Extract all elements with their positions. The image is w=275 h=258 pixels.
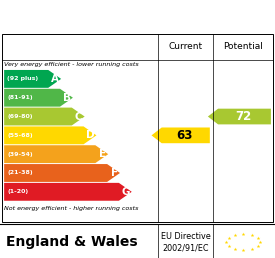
Polygon shape [208,109,271,124]
Text: B: B [63,93,71,103]
Text: 72: 72 [235,110,252,123]
Polygon shape [4,70,61,88]
Text: (92 plus): (92 plus) [7,76,39,81]
Text: (21-38): (21-38) [7,171,33,175]
Text: E: E [99,149,106,159]
Text: 63: 63 [177,129,193,142]
Text: (55-68): (55-68) [7,133,33,138]
Text: A: A [51,74,59,84]
Text: (1-20): (1-20) [7,189,29,194]
Text: (69-80): (69-80) [7,114,33,119]
Text: Not energy efficient - higher running costs: Not energy efficient - higher running co… [4,206,139,211]
Text: Very energy efficient - lower running costs: Very energy efficient - lower running co… [4,62,139,67]
Text: Current: Current [169,42,203,51]
Text: (39-54): (39-54) [7,152,33,157]
Text: England & Wales: England & Wales [6,235,137,249]
Polygon shape [4,108,85,125]
Polygon shape [4,145,108,163]
Text: Energy Efficiency Rating: Energy Efficiency Rating [7,9,217,24]
Text: (81-91): (81-91) [7,95,33,100]
Polygon shape [4,126,97,144]
Polygon shape [152,127,210,143]
Text: EU Directive
2002/91/EC: EU Directive 2002/91/EC [161,232,210,253]
Polygon shape [4,89,73,107]
Text: F: F [111,168,118,178]
Text: G: G [121,187,130,197]
Text: D: D [86,130,94,140]
Polygon shape [4,164,120,182]
Polygon shape [4,183,132,201]
Text: C: C [75,111,82,122]
Text: Potential: Potential [223,42,263,51]
